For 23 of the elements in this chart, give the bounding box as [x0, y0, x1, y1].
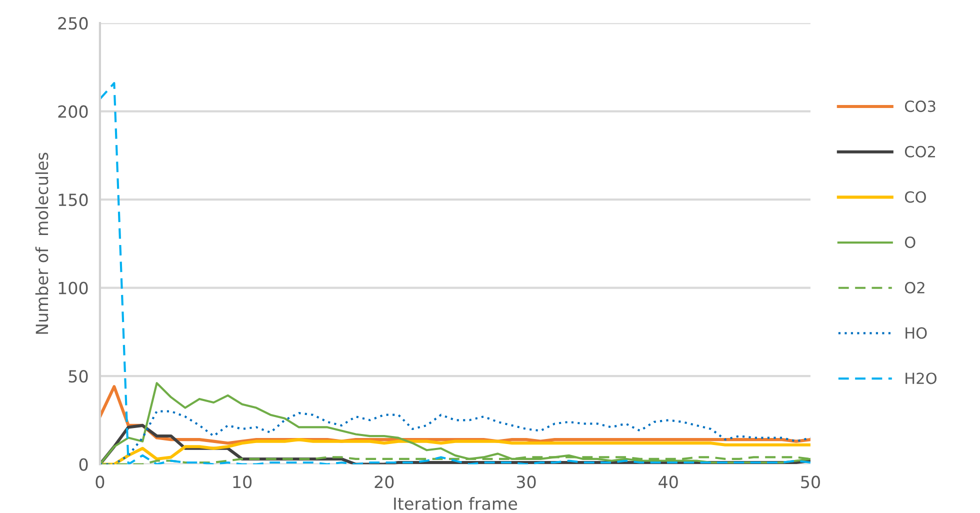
legend-label: CO	[904, 191, 926, 203]
y-tick-label: 0	[79, 458, 88, 471]
y-tick-label: 150	[58, 194, 88, 206]
x-tick-label: 10	[233, 476, 252, 488]
y-tick-label: 200	[58, 105, 88, 118]
legend-label: CO2	[904, 146, 935, 158]
y-tick-label: 50	[68, 370, 88, 383]
x-axis-title: Iteration frame	[394, 497, 518, 510]
x-tick-label: 30	[516, 476, 536, 488]
x-tick-label: 50	[801, 476, 820, 488]
legend-label: O2	[904, 282, 924, 294]
x-tick-label: 40	[658, 476, 678, 488]
legend-label: H2O	[906, 372, 936, 384]
legend-label: O	[904, 236, 916, 248]
line-series	[100, 438, 810, 464]
legend-label: CO3	[904, 100, 936, 112]
line-series	[100, 82, 810, 464]
x-tick-label: 0	[96, 476, 104, 488]
y-tick-label: 100	[58, 282, 88, 294]
y-tick-label: 250	[58, 17, 88, 30]
legend-label: HO	[906, 327, 927, 339]
y-axis-title: Number of molecules	[35, 152, 48, 334]
x-tick-label: 20	[374, 476, 394, 488]
